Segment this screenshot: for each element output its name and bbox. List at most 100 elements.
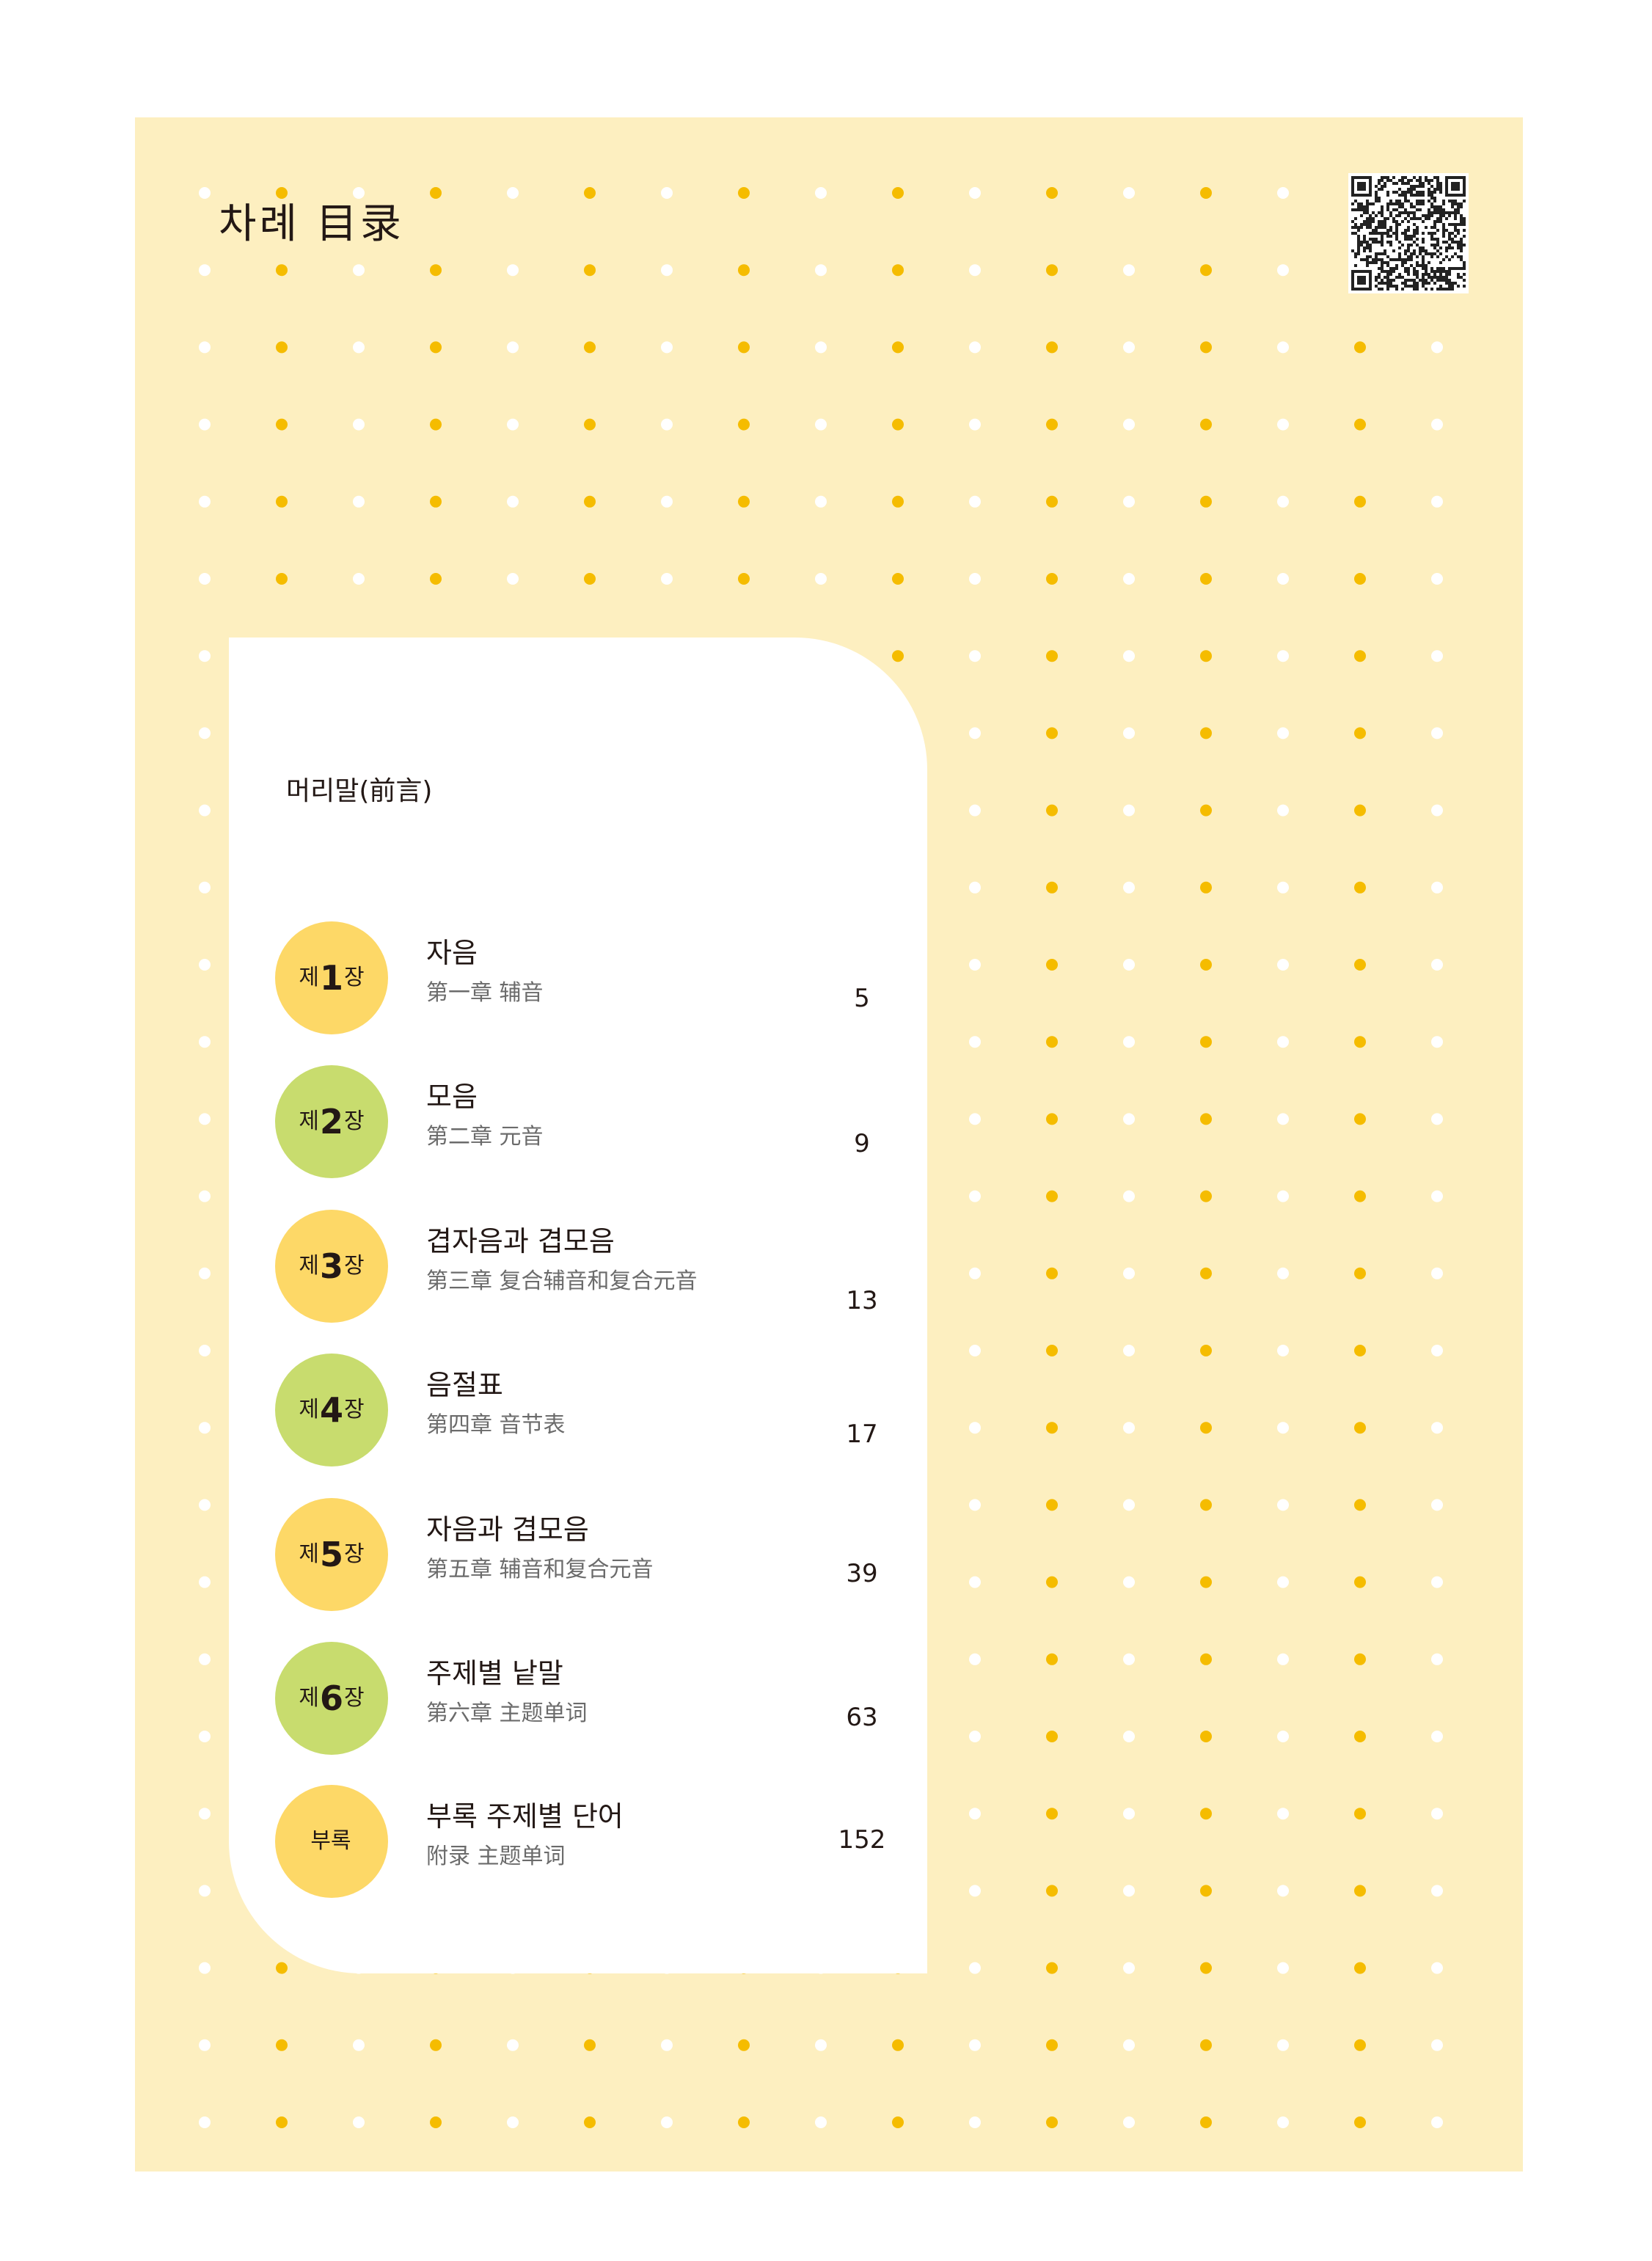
qr-module	[1445, 273, 1448, 276]
qr-module	[1404, 279, 1407, 282]
qr-module	[1430, 202, 1433, 205]
qr-module	[1360, 241, 1363, 244]
qr-module	[1372, 229, 1375, 232]
qr-module	[1416, 208, 1419, 211]
qr-module	[1401, 258, 1404, 261]
qr-module	[1410, 244, 1413, 246]
qr-module	[1410, 238, 1413, 241]
qr-module	[1381, 211, 1384, 214]
dot	[661, 495, 673, 508]
dot	[892, 418, 904, 431]
qr-module	[1378, 179, 1381, 182]
page-title: 차례 目录	[219, 200, 404, 248]
qr-module	[1436, 276, 1439, 279]
dot	[892, 495, 904, 508]
qr-module	[1392, 258, 1395, 261]
qr-module	[1366, 226, 1369, 229]
qr-module	[1381, 288, 1384, 291]
dot	[969, 650, 981, 662]
dot	[1123, 1036, 1135, 1048]
dot	[199, 1499, 211, 1511]
qr-module	[1436, 176, 1439, 179]
qr-module	[1372, 241, 1375, 244]
dot	[353, 573, 365, 585]
qr-module	[1381, 264, 1384, 267]
badge-prefix: 부록	[310, 1828, 351, 1854]
dot	[1354, 1653, 1366, 1665]
toc-item[interactable]: 부록 부록 주제별 단어 附录 主题单词 152	[275, 1785, 906, 1902]
chapter-title: 부록 주제별 단어	[426, 1800, 624, 1833]
qr-module	[1413, 214, 1416, 217]
qr-module	[1436, 208, 1439, 211]
dot	[1354, 1962, 1366, 1974]
qr-module	[1451, 223, 1454, 226]
qr-module	[1433, 220, 1436, 223]
qr-module	[1404, 191, 1407, 194]
qr-module	[1436, 229, 1439, 232]
qr-module	[1428, 182, 1430, 185]
toc-preface[interactable]: 머리말(前言)	[286, 776, 433, 806]
qr-module	[1389, 235, 1392, 238]
qr-module	[1428, 252, 1430, 255]
qr-module	[1436, 182, 1439, 185]
dot	[969, 1422, 981, 1434]
qr-module	[1463, 261, 1466, 264]
dot	[1354, 881, 1366, 894]
qr-module	[1422, 182, 1425, 185]
qr-module	[1401, 202, 1404, 205]
qr-module	[1410, 194, 1413, 197]
qr-module	[1407, 229, 1410, 232]
dot	[1200, 1576, 1212, 1588]
dot	[1046, 187, 1058, 199]
dot	[1123, 2116, 1135, 2128]
qr-module	[1386, 217, 1389, 220]
qr-module	[1430, 194, 1433, 197]
qr-module	[1430, 185, 1433, 188]
dot	[969, 2116, 981, 2128]
qr-module	[1419, 217, 1422, 220]
qr-module	[1369, 220, 1372, 223]
qr-module	[1413, 232, 1416, 235]
qr-module	[1378, 282, 1381, 285]
qr-module	[1410, 252, 1413, 255]
dot	[1123, 881, 1135, 894]
qr-module	[1413, 267, 1416, 270]
qr-module	[1445, 255, 1448, 258]
qr-module	[1457, 285, 1460, 288]
dot	[815, 573, 827, 585]
qr-module	[1395, 191, 1398, 194]
qr-module	[1460, 241, 1463, 244]
qr-module	[1442, 229, 1445, 232]
qr-module	[1401, 264, 1404, 267]
qr-module	[1386, 273, 1389, 276]
qr-module	[1457, 276, 1460, 279]
qr-module	[1445, 229, 1448, 232]
dot	[738, 264, 750, 277]
qr-module	[1381, 258, 1384, 261]
dot	[1200, 650, 1212, 662]
dot	[661, 573, 673, 585]
dot	[1354, 1422, 1366, 1434]
qr-module	[1416, 261, 1419, 264]
dot	[892, 264, 904, 277]
qr-module	[1395, 229, 1398, 232]
dot	[276, 2039, 288, 2051]
chapter-subtitle: 第三章 复合辅音和复合元音	[426, 1268, 698, 1294]
qr-module	[1422, 255, 1425, 258]
dot	[1277, 418, 1289, 431]
qr-module	[1410, 202, 1413, 205]
dot	[430, 264, 442, 277]
qr-module	[1389, 258, 1392, 261]
qr-module	[1369, 226, 1372, 229]
qr-module	[1369, 261, 1372, 264]
qr-module	[1375, 200, 1378, 202]
qr-module	[1436, 288, 1439, 291]
qr-module	[1457, 241, 1460, 244]
qr-module	[1460, 267, 1463, 270]
